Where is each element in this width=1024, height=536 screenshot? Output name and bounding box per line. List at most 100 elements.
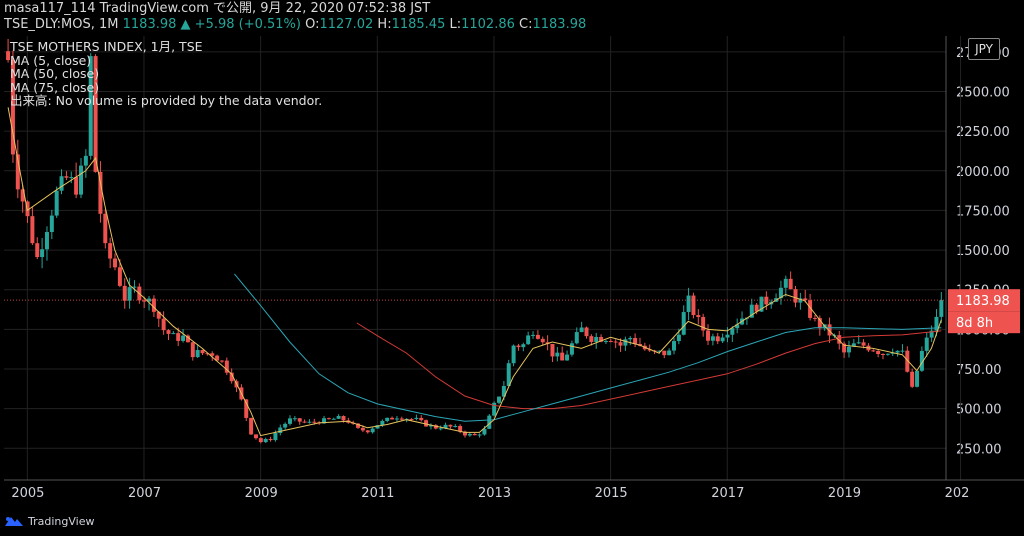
- candle-body: [681, 312, 686, 335]
- candle-body: [851, 343, 856, 347]
- candle-body: [438, 428, 443, 430]
- candle-body: [258, 438, 263, 443]
- candle-body: [312, 421, 317, 423]
- candle-body: [263, 438, 268, 443]
- candle-body: [667, 350, 672, 356]
- candle-body: [798, 298, 803, 303]
- price-label: 1183.98: [956, 294, 1010, 309]
- candle-body: [414, 417, 419, 420]
- candle-body: [535, 334, 540, 339]
- change-value: +5.98 (+0.51%): [194, 17, 301, 32]
- x-tick-label: 2017: [711, 486, 744, 501]
- y-tick-label: 750.00: [956, 363, 1002, 378]
- chart-header: masa117_114 TradingView.com で公開, 9月 22, …: [0, 0, 1024, 36]
- candle-body: [778, 287, 783, 299]
- candle-body: [613, 341, 618, 343]
- candle-body: [628, 337, 633, 340]
- candle-body: [341, 416, 346, 421]
- candle-body: [88, 56, 93, 156]
- candle-body: [696, 315, 701, 318]
- price-chart[interactable]: 250.00500.00750.001000.001250.001500.001…: [0, 36, 1024, 512]
- candle-body: [846, 346, 851, 353]
- candle-body: [244, 399, 249, 418]
- tradingview-logo-icon: [5, 517, 23, 526]
- candle-body: [808, 300, 813, 318]
- candle-body: [934, 316, 939, 331]
- candle-body: [623, 339, 628, 346]
- candle-body: [156, 311, 161, 319]
- candle-body: [497, 396, 502, 403]
- candle-body: [205, 353, 210, 355]
- candle-body: [69, 177, 74, 179]
- candle-body: [424, 420, 429, 427]
- candle-body: [273, 432, 278, 441]
- candle-body: [710, 336, 715, 341]
- x-tick-label: 2019: [828, 486, 861, 501]
- candle-body: [633, 337, 638, 344]
- close-value: 1183.98: [532, 17, 587, 32]
- candle-body: [608, 341, 613, 343]
- legend-volume[interactable]: 出来高: No volume is provided by the data v…: [10, 93, 323, 108]
- candle-body: [905, 350, 910, 372]
- last-price: 1183.98: [122, 17, 177, 32]
- y-tick-label: 500.00: [956, 403, 1002, 418]
- candle-body: [30, 216, 35, 244]
- ohlc-line: TSE_DLY:MOS, 1M 1183.98 ▲ +5.98 (+0.51%)…: [4, 17, 586, 33]
- candle-body: [715, 336, 720, 342]
- candle-body: [506, 363, 511, 386]
- candle-body: [117, 267, 122, 286]
- candle-body: [44, 232, 49, 250]
- candle-body: [890, 352, 895, 354]
- y-tick-label: 2000.00: [956, 165, 1010, 180]
- candle-body: [419, 417, 424, 421]
- legend-symbol[interactable]: TSE MOTHERS INDEX, 1月, TSE: [10, 39, 203, 54]
- candle-body: [720, 337, 725, 342]
- low-value: 1102.86: [461, 17, 515, 32]
- price-label-bg: [948, 289, 1020, 312]
- candle-body: [15, 154, 20, 190]
- candle-body: [827, 324, 832, 336]
- close-label: C:: [519, 17, 533, 32]
- legend-ma50[interactable]: MA (50, close): [10, 66, 100, 81]
- candle-body: [871, 350, 876, 352]
- open-label: O:: [305, 17, 320, 32]
- candle-body: [428, 425, 433, 427]
- candle-body: [735, 324, 740, 329]
- symbol-label: TSE_DLY:MOS, 1M: [4, 17, 119, 32]
- candle-body: [113, 258, 118, 268]
- legend-ma75[interactable]: MA (75, close): [10, 79, 100, 95]
- candle-body: [603, 341, 608, 343]
- open-value: 1127.02: [319, 17, 374, 32]
- candle-body: [701, 317, 706, 331]
- candle-body: [171, 333, 176, 335]
- candle-body: [40, 249, 45, 258]
- candle-body: [919, 350, 924, 371]
- candle-body: [618, 342, 623, 346]
- candle-body: [511, 345, 516, 364]
- candle-body: [482, 428, 487, 435]
- candle-body: [657, 350, 662, 352]
- candle-body: [190, 342, 195, 358]
- publish-info: masa117_114 TradingView.com で公開, 9月 22, …: [4, 1, 431, 16]
- candle-body: [492, 402, 497, 416]
- candle-body: [181, 335, 186, 341]
- candle-body: [98, 171, 103, 214]
- tradingview-footer[interactable]: TradingView: [4, 514, 94, 528]
- indicator-legend: TSE MOTHERS INDEX, 1月, TSE MA (5, close)…: [10, 40, 322, 108]
- candle-body: [467, 433, 472, 436]
- candle-body: [531, 334, 536, 336]
- currency-button[interactable]: JPY: [968, 38, 1000, 60]
- candle-body: [540, 338, 545, 343]
- candle-body: [108, 243, 113, 259]
- candle-body: [569, 343, 574, 355]
- candle-body: [283, 423, 288, 428]
- candle-body: [93, 56, 98, 172]
- candle-body: [409, 418, 414, 420]
- legend-ma5[interactable]: MA (5, close): [10, 52, 92, 68]
- candle-body: [462, 431, 467, 436]
- candle-body: [200, 350, 205, 354]
- candle-body: [176, 333, 181, 341]
- candle-body: [399, 418, 404, 420]
- candle-body: [297, 418, 302, 422]
- candle-body: [788, 278, 793, 290]
